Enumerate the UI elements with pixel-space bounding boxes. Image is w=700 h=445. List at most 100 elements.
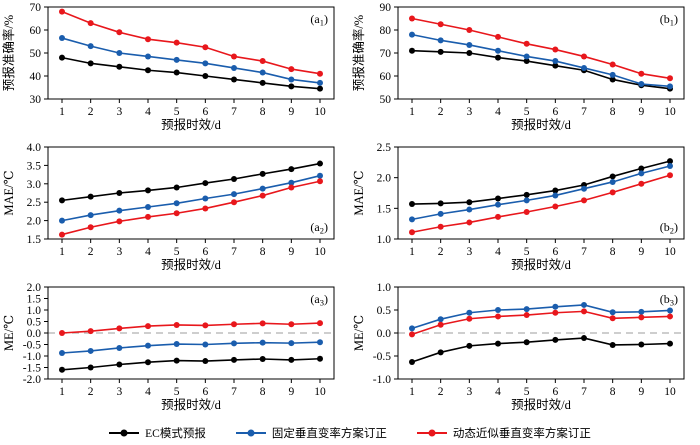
- svg-text:2: 2: [438, 246, 444, 258]
- svg-text:3.5: 3.5: [27, 160, 42, 172]
- chart-a3-me: -2.0-1.5-1.0-0.50.00.51.01.52.0 1 2 3 4 5 6 7 8 9…: [2, 282, 335, 412]
- legend-marker-blue: [235, 429, 266, 436]
- chart-b1-forecast-accuracy: 50 60 70 80 90 1 2 3 4 5 6 7 8 9 10 预报时效/d 预报准确率/% (b1): [351, 2, 685, 132]
- svg-text:2.0: 2.0: [27, 216, 42, 228]
- legend-item-dynamic-lapse-rate: 动态近似垂直变率方案订正: [416, 425, 591, 441]
- svg-text:0.0: 0.0: [377, 328, 392, 340]
- legend-label-fixed-lapse-rate: 固定垂直变率方案订正: [271, 427, 387, 440]
- svg-text:(b2): (b2): [660, 220, 678, 236]
- svg-text:3: 3: [116, 386, 122, 398]
- figure-panel-grid: 30 40 50 60 70 1 2 3 4 5 6 7 8 9 10 预报时效/d 预报准确率/% (a1) 5…: [1, 2, 685, 412]
- svg-text:4: 4: [495, 246, 501, 258]
- svg-text:ME/℃: ME/℃: [352, 315, 366, 351]
- svg-text:1: 1: [409, 386, 415, 398]
- svg-text:2: 2: [438, 386, 444, 398]
- legend-marker-red: [416, 429, 447, 436]
- svg-text:3.0: 3.0: [27, 179, 42, 191]
- legend-marker-black: [109, 429, 140, 436]
- svg-text:-1.0: -1.0: [23, 351, 41, 363]
- svg-text:60: 60: [30, 25, 42, 37]
- svg-text:70: 70: [30, 2, 42, 14]
- svg-text:30: 30: [30, 94, 42, 106]
- svg-text:3: 3: [116, 106, 122, 118]
- svg-text:0.0: 0.0: [27, 328, 42, 340]
- svg-text:预报准确率/%: 预报准确率/%: [351, 15, 366, 91]
- svg-text:-2.0: -2.0: [23, 374, 41, 386]
- svg-text:7: 7: [231, 386, 237, 398]
- svg-text:9: 9: [638, 386, 644, 398]
- svg-text:5: 5: [174, 106, 180, 118]
- svg-text:1.0: 1.0: [377, 282, 392, 294]
- svg-text:10: 10: [314, 246, 326, 258]
- svg-text:1: 1: [409, 106, 415, 118]
- svg-text:MAE/℃: MAE/℃: [2, 170, 16, 215]
- svg-text:1.0: 1.0: [27, 305, 42, 317]
- chart-b3-me: -1.0 -0.5 0.0 0.5 1.0 1 2 3 4 5 6 7 8 9 10 预报时效/d ME/℃ (b…: [352, 282, 685, 412]
- svg-text:4: 4: [145, 106, 151, 118]
- svg-text:1.0: 1.0: [377, 234, 392, 246]
- svg-text:7: 7: [581, 246, 587, 258]
- svg-text:10: 10: [314, 106, 326, 118]
- svg-text:70: 70: [380, 48, 392, 60]
- svg-text:1.5: 1.5: [27, 294, 42, 306]
- svg-text:9: 9: [288, 246, 294, 258]
- svg-text:预报时效/d: 预报时效/d: [161, 117, 221, 132]
- svg-text:预报时效/d: 预报时效/d: [511, 397, 571, 412]
- svg-text:6: 6: [552, 386, 558, 398]
- legend-item-fixed-lapse-rate: 固定垂直变率方案订正: [235, 425, 387, 441]
- svg-text:4: 4: [145, 246, 151, 258]
- svg-text:10: 10: [664, 386, 676, 398]
- svg-text:1: 1: [59, 386, 65, 398]
- svg-text:3: 3: [466, 386, 472, 398]
- chart-b2-mae: 1.0 1.5 2.0 2.5 1 2 3 4 5 6 7 8 9 10 预报时效/d MAE/℃ (b2): [352, 142, 685, 272]
- svg-text:0.5: 0.5: [377, 305, 392, 317]
- svg-text:6: 6: [552, 246, 558, 258]
- svg-text:2: 2: [88, 246, 94, 258]
- legend: EC模式预报 固定垂直变率方案订正 动态近似垂直变率方案订正: [0, 420, 700, 445]
- svg-text:2.0: 2.0: [27, 282, 42, 294]
- svg-text:0.5: 0.5: [27, 317, 42, 329]
- svg-text:5: 5: [174, 246, 180, 258]
- svg-text:8: 8: [610, 106, 616, 118]
- svg-text:4: 4: [145, 386, 151, 398]
- svg-text:10: 10: [664, 106, 676, 118]
- svg-text:50: 50: [380, 94, 392, 106]
- svg-text:8: 8: [260, 386, 266, 398]
- svg-text:5: 5: [524, 386, 530, 398]
- svg-text:预报准确率/%: 预报准确率/%: [1, 15, 16, 91]
- svg-text:9: 9: [638, 246, 644, 258]
- svg-text:-0.5: -0.5: [373, 351, 391, 363]
- svg-text:预报时效/d: 预报时效/d: [161, 397, 221, 412]
- svg-text:8: 8: [260, 106, 266, 118]
- svg-text:7: 7: [231, 246, 237, 258]
- svg-text:5: 5: [524, 106, 530, 118]
- svg-text:2: 2: [88, 106, 94, 118]
- svg-text:6: 6: [202, 386, 208, 398]
- svg-text:4: 4: [495, 106, 501, 118]
- svg-text:(a2): (a2): [310, 220, 328, 236]
- svg-text:预报时效/d: 预报时效/d: [511, 117, 571, 132]
- legend-label-dynamic-lapse-rate: 动态近似垂直变率方案订正: [452, 427, 591, 440]
- svg-text:9: 9: [288, 106, 294, 118]
- svg-text:3: 3: [116, 246, 122, 258]
- svg-text:2.5: 2.5: [27, 197, 42, 209]
- svg-text:预报时效/d: 预报时效/d: [161, 257, 221, 272]
- svg-text:2.5: 2.5: [377, 142, 392, 154]
- svg-text:5: 5: [174, 386, 180, 398]
- svg-text:9: 9: [638, 106, 644, 118]
- svg-text:(b1): (b1): [660, 12, 678, 28]
- svg-text:2: 2: [438, 106, 444, 118]
- svg-text:1.5: 1.5: [27, 234, 42, 246]
- svg-text:6: 6: [552, 106, 558, 118]
- svg-text:1.5: 1.5: [377, 203, 392, 215]
- svg-text:3: 3: [466, 106, 472, 118]
- svg-text:3: 3: [466, 246, 472, 258]
- svg-text:10: 10: [664, 246, 676, 258]
- svg-text:60: 60: [380, 71, 392, 83]
- svg-text:1: 1: [409, 246, 415, 258]
- svg-text:(a3): (a3): [310, 292, 328, 308]
- svg-text:9: 9: [288, 386, 294, 398]
- svg-text:1: 1: [59, 246, 65, 258]
- svg-text:5: 5: [524, 246, 530, 258]
- svg-text:-0.5: -0.5: [23, 340, 41, 352]
